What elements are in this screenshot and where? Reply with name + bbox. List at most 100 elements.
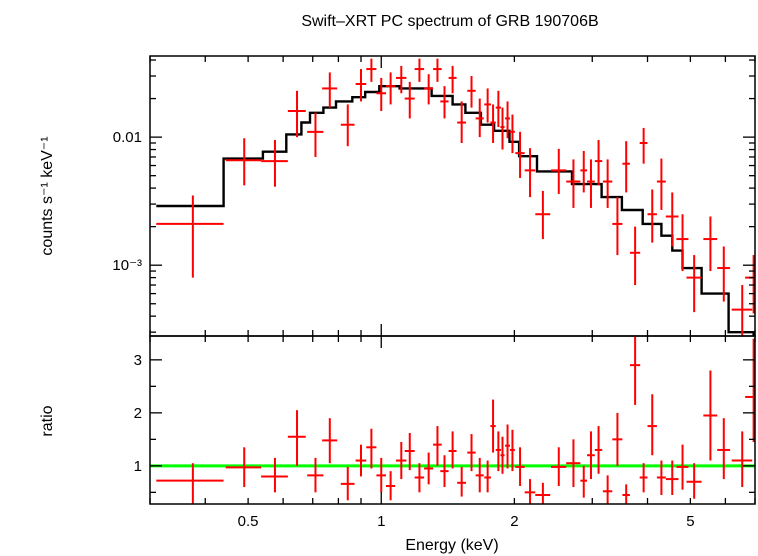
spectrum-data-point bbox=[535, 190, 551, 240]
ratio-data-point bbox=[505, 424, 511, 469]
spectrum-data-point bbox=[404, 81, 415, 119]
ratio-panel: 1 2 3 0.5 1 2 5 ratio Energy (keV) bbox=[39, 335, 756, 554]
ratio-data-point bbox=[665, 460, 679, 495]
ratio-data-point bbox=[475, 457, 484, 493]
ratio-data-point bbox=[515, 447, 525, 486]
ratio-frame bbox=[149, 335, 756, 505]
ratio-data-point bbox=[433, 426, 442, 466]
ratio-data-point bbox=[745, 338, 755, 442]
ratio-data-point bbox=[647, 394, 657, 456]
spectrum-data-point bbox=[566, 159, 581, 208]
spectrum-data-point bbox=[475, 98, 484, 138]
y-axis-label-ratio: ratio bbox=[39, 405, 56, 436]
spectrum-data-point bbox=[639, 127, 648, 164]
spectrum-data-point bbox=[495, 90, 501, 127]
y-tick-label: 10⁻³ bbox=[112, 257, 142, 274]
spectrum-data-point bbox=[647, 189, 657, 243]
ratio-data-point bbox=[307, 457, 324, 493]
ratio-data-point bbox=[424, 452, 434, 485]
spectrum-data-point bbox=[433, 58, 442, 82]
spectrum-data-point bbox=[656, 158, 666, 210]
ratio-data-point bbox=[580, 465, 588, 498]
spectrum-data-point bbox=[580, 150, 588, 193]
spectrum-data-point bbox=[717, 246, 731, 302]
ratio-data-point bbox=[602, 475, 613, 504]
x-tick-label: 2 bbox=[510, 513, 518, 530]
ratio-data-point bbox=[457, 466, 467, 497]
y-tick-label: 2 bbox=[134, 405, 142, 422]
spectrum-data-point bbox=[745, 255, 755, 314]
ratio-data-point bbox=[535, 482, 551, 504]
spectrum-data-point bbox=[505, 101, 511, 139]
spectrum-data-point bbox=[484, 88, 491, 123]
model-step-curve bbox=[156, 85, 755, 336]
spectrum-data-point bbox=[524, 148, 536, 198]
ratio-data-point bbox=[622, 484, 630, 504]
ratio-data-point bbox=[366, 428, 377, 469]
y-tick-label: 0.01 bbox=[113, 129, 142, 146]
spectrum-data-point bbox=[731, 285, 753, 336]
ratio-data-point bbox=[440, 455, 449, 488]
spectrum-data-point bbox=[703, 216, 718, 272]
spectrum-data-point bbox=[686, 255, 702, 313]
spectrum-data-point bbox=[510, 114, 515, 154]
spectrum-data-point bbox=[467, 76, 476, 108]
ratio-data-point bbox=[676, 444, 689, 490]
spectrum-data-point bbox=[440, 86, 449, 119]
x-tick-label: 0.5 bbox=[238, 513, 259, 530]
spectrum-data-point bbox=[665, 192, 679, 247]
ratio-data-point bbox=[686, 463, 702, 499]
ratio-data-point bbox=[587, 431, 595, 480]
ratio-data-point bbox=[376, 457, 386, 493]
spectrum-data-point bbox=[307, 112, 324, 157]
spectrum-data-point bbox=[587, 159, 595, 208]
spectrum-data-point bbox=[490, 104, 496, 143]
y-tick-label: 3 bbox=[134, 352, 142, 369]
spectrum-data-point bbox=[500, 107, 505, 150]
y-tick-label: 1 bbox=[134, 458, 142, 475]
ratio-data-point bbox=[639, 463, 648, 493]
ratio-data-point bbox=[467, 434, 476, 472]
ratio-data-point bbox=[524, 479, 536, 504]
spectrum-data-point bbox=[366, 58, 377, 82]
ratio-data-point bbox=[612, 412, 623, 466]
ratio-data-point bbox=[731, 431, 753, 488]
spectrum-panel: 0.01 10⁻³ counts s⁻¹ keV⁻¹ bbox=[39, 55, 756, 337]
ratio-data-point bbox=[261, 457, 288, 493]
spectrum-data-point bbox=[156, 195, 224, 278]
spectrum-data-point bbox=[550, 148, 567, 194]
ratio-data-point bbox=[414, 463, 425, 493]
ratio-data-point bbox=[340, 466, 355, 501]
ratio-data-point bbox=[703, 370, 718, 461]
x-axis-label: Energy (keV) bbox=[405, 537, 498, 554]
spectrum-data-point bbox=[448, 65, 457, 94]
ratio-data-point bbox=[322, 418, 338, 464]
spectrum-data-point bbox=[424, 74, 434, 105]
spectrum-data-point bbox=[376, 77, 386, 111]
ratio-data-point bbox=[656, 460, 666, 495]
spectrum-data-point bbox=[225, 138, 262, 186]
ratio-data-point bbox=[484, 460, 491, 493]
ratio-data-point bbox=[490, 399, 496, 453]
spectrum-data-point bbox=[385, 72, 396, 105]
spectrum-data-point bbox=[355, 69, 367, 102]
ratio-data-point bbox=[566, 439, 581, 488]
ratio-data-point bbox=[225, 447, 262, 488]
ratio-data-point bbox=[629, 336, 641, 405]
ratio-data-point bbox=[510, 429, 515, 472]
ratio-data-point bbox=[404, 432, 415, 471]
chart-title: Swift–XRT PC spectrum of GRB 190706B bbox=[301, 13, 598, 30]
ratio-data-point bbox=[396, 441, 407, 480]
spectrum-data-point bbox=[676, 214, 689, 272]
spectrum-data-point bbox=[594, 139, 603, 186]
spectrum-data-point bbox=[612, 197, 623, 256]
spectrum-data-point bbox=[457, 101, 467, 143]
ratio-data-point bbox=[355, 444, 367, 477]
spectrum-data-point bbox=[340, 104, 355, 147]
ratio-data-point bbox=[500, 436, 505, 474]
spectrum-data-point bbox=[287, 90, 306, 138]
spectrum-data-point bbox=[515, 131, 525, 178]
spectrum-data-point bbox=[396, 65, 407, 94]
ratio-data-point bbox=[495, 431, 501, 472]
